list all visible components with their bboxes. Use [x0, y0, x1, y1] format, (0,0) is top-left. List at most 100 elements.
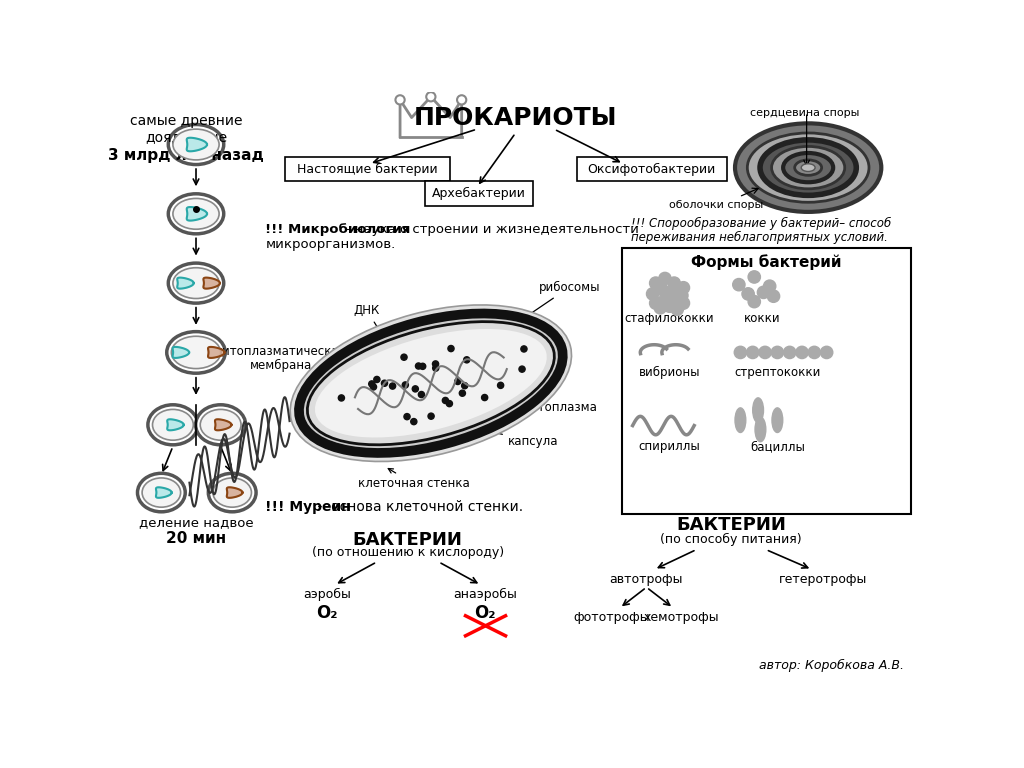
Circle shape — [521, 346, 527, 352]
Circle shape — [658, 294, 671, 306]
Circle shape — [668, 277, 680, 290]
Circle shape — [464, 357, 470, 363]
Circle shape — [403, 413, 410, 420]
Text: (по отношению к кислороду): (по отношению к кислороду) — [311, 547, 504, 559]
Text: анаэробы: анаэробы — [453, 588, 517, 601]
Bar — [285, 157, 451, 181]
Circle shape — [428, 413, 434, 419]
Polygon shape — [173, 347, 189, 358]
Text: бациллы: бациллы — [750, 440, 805, 453]
Text: переживания неблагоприятных условий.: переживания неблагоприятных условий. — [631, 230, 888, 244]
Circle shape — [676, 290, 688, 302]
Text: (по способу питания): (по способу питания) — [660, 532, 802, 546]
Circle shape — [820, 346, 833, 359]
Text: !!! Спорообразование у бактерий– способ: !!! Спорообразование у бактерий– способ — [631, 217, 891, 230]
Circle shape — [746, 346, 759, 359]
Ellipse shape — [173, 268, 219, 299]
Circle shape — [649, 297, 662, 310]
Ellipse shape — [196, 405, 246, 445]
Circle shape — [749, 296, 761, 308]
Ellipse shape — [735, 124, 882, 212]
Text: аэробы: аэробы — [303, 588, 351, 601]
Circle shape — [420, 363, 426, 369]
Text: 3 млрд лет назад: 3 млрд лет назад — [109, 147, 264, 163]
Circle shape — [758, 286, 770, 299]
Polygon shape — [204, 277, 220, 289]
Text: 20 мин: 20 мин — [166, 531, 226, 546]
Ellipse shape — [208, 473, 256, 511]
Text: микроорганизмов.: микроорганизмов. — [265, 238, 395, 251]
Text: БАКТЕРИИ: БАКТЕРИИ — [676, 515, 786, 534]
Circle shape — [667, 285, 679, 297]
Circle shape — [764, 280, 776, 293]
Circle shape — [677, 297, 689, 310]
Circle shape — [401, 354, 408, 360]
Text: капсула: капсула — [485, 429, 558, 448]
Text: цитоплазма: цитоплазма — [481, 399, 598, 413]
Bar — [425, 181, 532, 206]
Text: спириллы: спириллы — [639, 440, 700, 453]
Text: Формы бактерий: Формы бактерий — [690, 255, 841, 270]
Ellipse shape — [153, 409, 194, 440]
Text: доядерные: доядерные — [145, 131, 227, 144]
Bar — [578, 157, 727, 181]
Circle shape — [419, 392, 425, 398]
Text: !!! Муреин: !!! Муреин — [265, 500, 351, 515]
Ellipse shape — [307, 322, 554, 445]
Text: БАКТЕРИИ: БАКТЕРИИ — [353, 531, 463, 549]
Circle shape — [742, 288, 755, 300]
Ellipse shape — [137, 473, 185, 511]
Circle shape — [432, 361, 438, 367]
Text: - наука о строении и жизнедеятельности: - наука о строении и жизнедеятельности — [265, 223, 639, 236]
Text: рибосомы: рибосомы — [488, 281, 600, 343]
Polygon shape — [177, 277, 194, 289]
Text: жгутик: жгутик — [357, 441, 403, 454]
Ellipse shape — [147, 405, 198, 445]
Text: !!! Микробиология: !!! Микробиология — [265, 223, 411, 236]
Circle shape — [655, 283, 668, 296]
Ellipse shape — [760, 140, 856, 195]
Circle shape — [668, 293, 680, 305]
Circle shape — [462, 382, 468, 389]
Ellipse shape — [173, 198, 219, 229]
Text: самые древние: самые древние — [130, 114, 243, 127]
Text: О₂: О₂ — [474, 604, 496, 622]
Circle shape — [416, 363, 422, 369]
Ellipse shape — [772, 408, 782, 432]
Circle shape — [796, 346, 808, 359]
Ellipse shape — [755, 417, 766, 442]
Ellipse shape — [748, 133, 869, 202]
Text: Настоящие бактерии: Настоящие бактерии — [297, 163, 437, 176]
Ellipse shape — [735, 408, 745, 432]
Circle shape — [369, 381, 375, 387]
Circle shape — [664, 300, 676, 313]
Circle shape — [654, 302, 667, 314]
Text: оболочки споры: оболочки споры — [669, 200, 763, 210]
Ellipse shape — [213, 478, 252, 507]
Ellipse shape — [315, 329, 547, 438]
Text: вибрионы: вибрионы — [639, 366, 700, 379]
Ellipse shape — [290, 305, 571, 462]
Circle shape — [402, 382, 409, 388]
Circle shape — [446, 401, 453, 407]
Ellipse shape — [299, 313, 563, 453]
Ellipse shape — [171, 336, 220, 369]
Circle shape — [381, 380, 387, 386]
Polygon shape — [208, 347, 224, 358]
Text: ДНК: ДНК — [354, 304, 398, 360]
Ellipse shape — [168, 263, 223, 303]
Ellipse shape — [795, 160, 821, 175]
Circle shape — [808, 346, 820, 359]
Text: мембрана: мембрана — [250, 359, 312, 372]
Ellipse shape — [201, 409, 241, 440]
Text: гетеротрофы: гетеротрофы — [779, 573, 867, 586]
Circle shape — [677, 282, 689, 294]
Circle shape — [658, 273, 671, 285]
Text: хемотрофы: хемотрофы — [643, 611, 719, 624]
Circle shape — [783, 346, 796, 359]
Ellipse shape — [168, 194, 223, 233]
Circle shape — [759, 346, 771, 359]
Text: деление надвое: деление надвое — [138, 515, 253, 528]
Circle shape — [371, 384, 377, 390]
Circle shape — [671, 303, 683, 316]
